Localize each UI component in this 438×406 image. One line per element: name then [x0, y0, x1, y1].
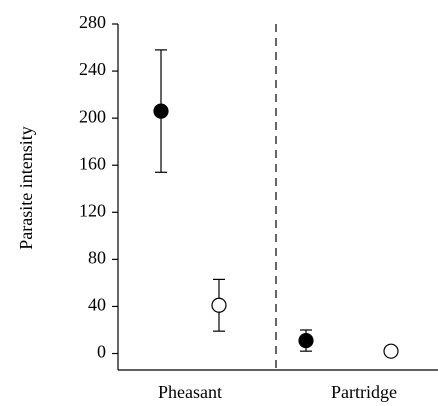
x-tick-label: Partridge [331, 382, 397, 402]
x-tick-label: Pheasant [158, 382, 222, 402]
y-tick-label: 40 [88, 295, 106, 315]
data-point [211, 297, 227, 313]
y-tick-label: 240 [79, 59, 106, 79]
data-point [153, 103, 169, 119]
y-tick-label: 280 [79, 12, 106, 32]
y-tick-label: 160 [79, 153, 106, 173]
data-point [383, 343, 399, 359]
y-tick-label: 80 [88, 247, 106, 267]
y-tick-label: 120 [79, 200, 106, 220]
data-point [298, 332, 314, 349]
y-tick-label: 200 [79, 106, 106, 126]
y-tick-label: 0 [97, 342, 106, 362]
y-axis-label: Parasite intensity [16, 126, 36, 249]
